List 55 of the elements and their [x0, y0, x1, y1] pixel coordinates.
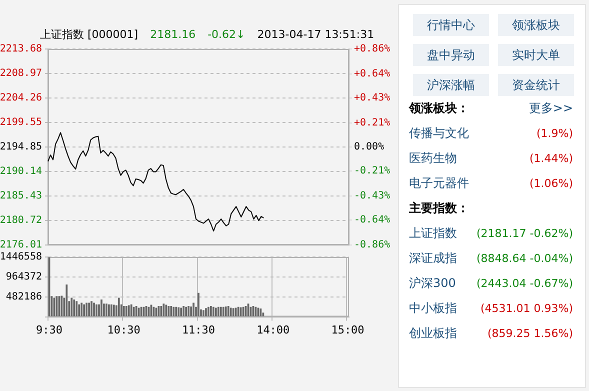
text: 实时大单	[498, 44, 574, 66]
x-tick-label: 15:00	[331, 323, 364, 336]
text: 主要指数：	[409, 200, 469, 217]
category-label: 中小板指	[409, 300, 457, 317]
category-label: 上证指数	[409, 225, 457, 242]
text: 更多>>	[528, 100, 573, 117]
y2-tick-label: +0.86%	[354, 44, 390, 55]
y2-tick-label: +0.43%	[354, 92, 390, 104]
data-label: (4531.01 0.93%)	[480, 301, 573, 317]
y-tick-label: 2204.26	[0, 92, 42, 104]
y-tick-label: 964372	[6, 272, 42, 283]
category-label: 医药生物	[409, 150, 457, 167]
x-tick-label: 11:30	[182, 323, 216, 336]
y-tick-label: 2190.14	[0, 166, 42, 178]
x-tick-label: 10:30	[107, 323, 140, 336]
y-tick-label: 1446558	[0, 252, 42, 263]
text: 资金统计	[498, 74, 574, 96]
x-tick-label: 9:30	[36, 323, 62, 336]
y-tick-label: 2208.97	[0, 68, 42, 80]
category-label: 深证成指	[409, 250, 457, 267]
y2-tick-label: +0.21%	[354, 118, 390, 129]
y2-tick-label: -0.64%	[354, 214, 390, 226]
text: 行情中心	[413, 14, 489, 36]
chart-title: 上证指数 [000001]	[40, 28, 138, 41]
text: 领涨板块	[498, 14, 574, 36]
category-label: 沪深300	[409, 275, 456, 292]
data-label: (1.06%)	[529, 176, 573, 192]
category-label: 创业板指	[409, 325, 457, 342]
y2-tick-label: +0.64%	[354, 68, 390, 80]
y2-tick-label: -0.43%	[354, 190, 390, 202]
text: 盘中异动	[413, 44, 489, 66]
y-tick-label: 2213.68	[0, 44, 42, 55]
data-label: (8848.64 -0.04%)	[476, 251, 573, 267]
text: 领涨板块：	[409, 100, 469, 117]
x-tick-label: 14:00	[256, 323, 290, 336]
y-tick-label: 482186	[6, 291, 42, 302]
y-tick-label: 2194.85	[0, 142, 42, 153]
data-label: (859.25 1.56%)	[487, 326, 573, 342]
y-tick-label: 2176.01	[0, 240, 42, 251]
category-label: 电子元器件	[409, 175, 469, 192]
y2-tick-label: 0.00%	[354, 142, 384, 153]
y-tick-label: 2180.72	[0, 215, 42, 226]
category-label: 传播与文化	[409, 125, 469, 142]
data-label: (1.44%)	[529, 151, 573, 167]
data-label: (2181.17 -0.62%)	[476, 226, 573, 242]
text: 2013-04-17 13:51:31	[257, 28, 374, 41]
y-tick-label: 2199.55	[0, 117, 42, 128]
y2-tick-label: -0.86%	[354, 240, 390, 251]
y2-tick-label: -0.21%	[354, 166, 390, 177]
y-tick-label: 2185.43	[0, 190, 42, 202]
data-label: (1.9%)	[536, 126, 573, 142]
text: 沪深涨幅	[413, 74, 489, 96]
text: -0.62↓	[208, 28, 246, 41]
text: 2181.16	[150, 28, 196, 41]
data-label: (2443.04 -0.67%)	[476, 276, 573, 292]
